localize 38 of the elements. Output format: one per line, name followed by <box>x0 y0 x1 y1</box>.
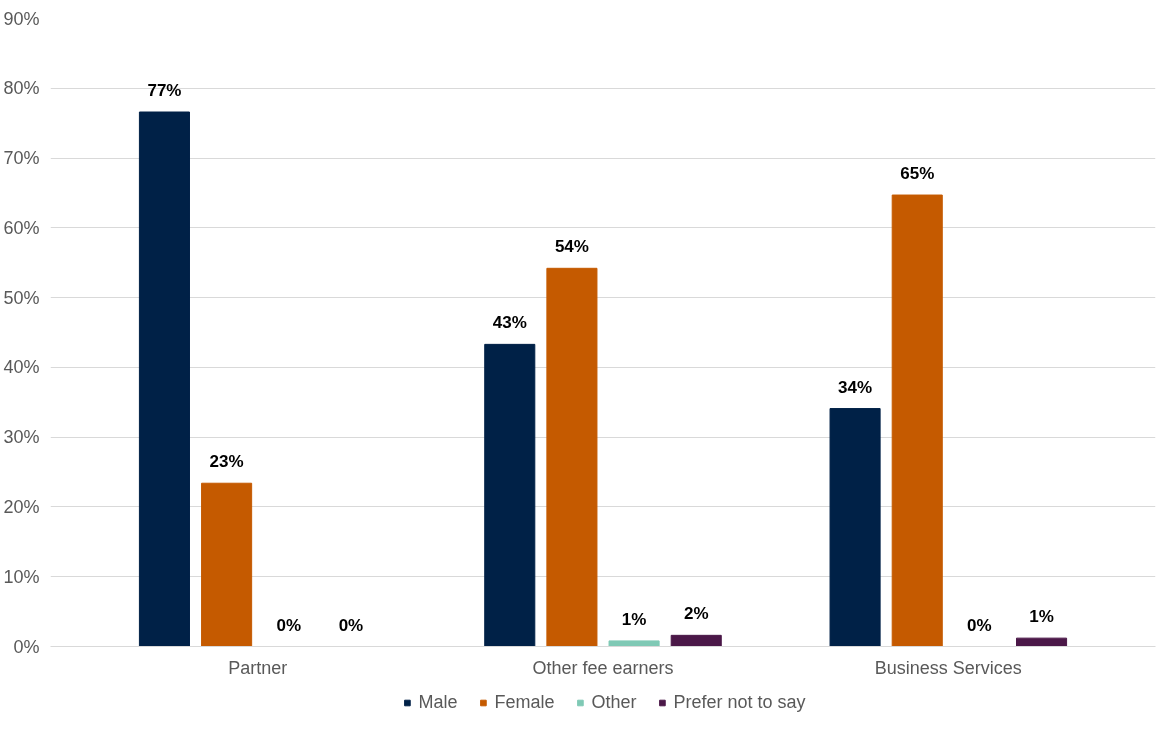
x-tick-label: Partner <box>228 657 288 678</box>
x-tick-label: Business Services <box>874 657 1022 678</box>
data-label: 1% <box>621 609 647 629</box>
data-label: 77% <box>147 81 182 100</box>
bar <box>138 111 190 647</box>
bar <box>891 194 943 647</box>
x-tick-label: Other fee earners <box>532 657 674 678</box>
bar <box>829 408 881 647</box>
y-tick-label: 40% <box>3 357 40 378</box>
y-tick-label: 90% <box>3 8 40 29</box>
data-label: 43% <box>492 313 527 333</box>
y-tick-label: 20% <box>3 496 40 517</box>
y-tick-label: 30% <box>3 427 40 448</box>
y-tick-label: 70% <box>3 148 40 169</box>
bar <box>546 267 598 647</box>
y-tick-label: 10% <box>3 566 40 587</box>
data-label: 1% <box>1029 607 1054 627</box>
bar <box>201 482 253 647</box>
bar <box>484 343 536 647</box>
bar <box>670 634 722 647</box>
data-label: 2% <box>683 604 709 624</box>
data-label: 23% <box>209 452 244 472</box>
data-label: 0% <box>276 615 302 635</box>
legend-label: Other <box>591 691 637 713</box>
data-label: 54% <box>554 237 589 257</box>
data-label: 34% <box>838 377 873 397</box>
data-label: 0% <box>967 615 992 635</box>
data-label: 65% <box>900 164 935 184</box>
legend-label: Prefer not to say <box>673 691 806 713</box>
y-tick-label: 60% <box>3 217 40 238</box>
bar <box>608 640 660 647</box>
legend-label: Female <box>494 691 555 713</box>
data-label: 0% <box>338 615 364 635</box>
bar <box>1016 637 1068 647</box>
legend-label: Male <box>418 691 458 713</box>
y-tick-label: 80% <box>3 78 40 99</box>
y-tick-label: 0% <box>13 636 40 657</box>
y-tick-label: 50% <box>3 287 40 308</box>
